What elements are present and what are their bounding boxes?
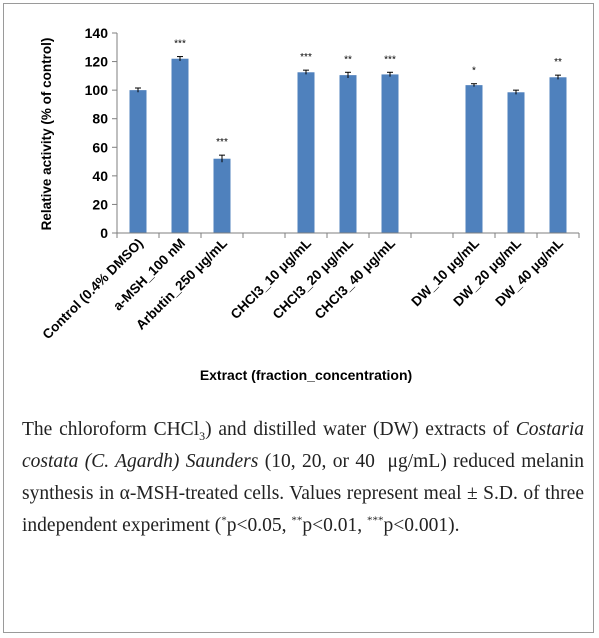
y-tick-label: 120 <box>85 54 109 70</box>
bar <box>339 75 357 234</box>
bar <box>549 77 567 234</box>
significance-label: ** <box>344 54 352 65</box>
bar <box>171 58 189 233</box>
caption-sig-mark-1: * <box>221 514 227 527</box>
y-tick-label: 0 <box>100 225 108 241</box>
caption-sig-3: p<0.001). <box>383 515 460 536</box>
bar <box>297 72 315 234</box>
caption-species: Costaria costata <box>22 419 584 472</box>
caption-sig-2: p<0.01, <box>302 515 368 536</box>
bar <box>381 74 399 233</box>
caption-sig-1: p<0.05, <box>226 515 292 536</box>
caption-text-2: ) and distilled water (DW) extracts of <box>205 419 516 440</box>
significance-label: ** <box>554 57 562 68</box>
y-tick-label: 60 <box>92 139 108 155</box>
significance-label: * <box>472 66 476 77</box>
y-tick-label: 80 <box>92 111 108 127</box>
caption-authority: (C. Agardh) Saunders <box>84 451 259 472</box>
caption-text-1: The chloroform CHCl <box>22 419 200 440</box>
bar-series: ********* ** ****** <box>129 39 567 234</box>
caption-text-3: (10, 20, or 40 μg/mL) reduced melanin sy… <box>22 451 585 536</box>
significance-label: *** <box>384 54 396 65</box>
y-tick-label: 40 <box>92 168 108 184</box>
bar <box>213 158 231 233</box>
caption-sig-mark-2: ** <box>291 514 303 527</box>
significance-label: *** <box>216 137 228 148</box>
figure-caption: The chloroform CHCl3) and distilled wate… <box>22 414 584 542</box>
significance-label: *** <box>174 39 186 50</box>
figure-frame: 0 20 40 60 80 100 120 140 *** *** *** ** *** * ** Con… <box>3 3 594 633</box>
bar <box>507 92 525 234</box>
y-axis-label: Relative activity (% of control) <box>39 38 54 231</box>
y-tick-label: 20 <box>92 196 108 212</box>
x-axis-label: Extract (fraction_concentration) <box>200 367 412 383</box>
y-tick-label: 140 <box>85 25 109 41</box>
y-axis: 0 20 40 60 80 100 120 140 <box>85 25 118 241</box>
bar <box>129 90 147 234</box>
y-tick-label: 100 <box>85 82 109 98</box>
caption-sig-mark-3: *** <box>367 514 384 527</box>
x-tick-label: CHCl3_40 μg/mL <box>312 236 398 322</box>
x-tick-label: a-MSH_100 nM <box>110 236 188 314</box>
significance-label: *** <box>300 52 312 63</box>
caption-subscript: 3 <box>199 428 206 443</box>
bar <box>465 85 483 234</box>
x-axis: Control (0.4% DMSO)a-MSH_100 nMArbutin_2… <box>40 232 580 342</box>
